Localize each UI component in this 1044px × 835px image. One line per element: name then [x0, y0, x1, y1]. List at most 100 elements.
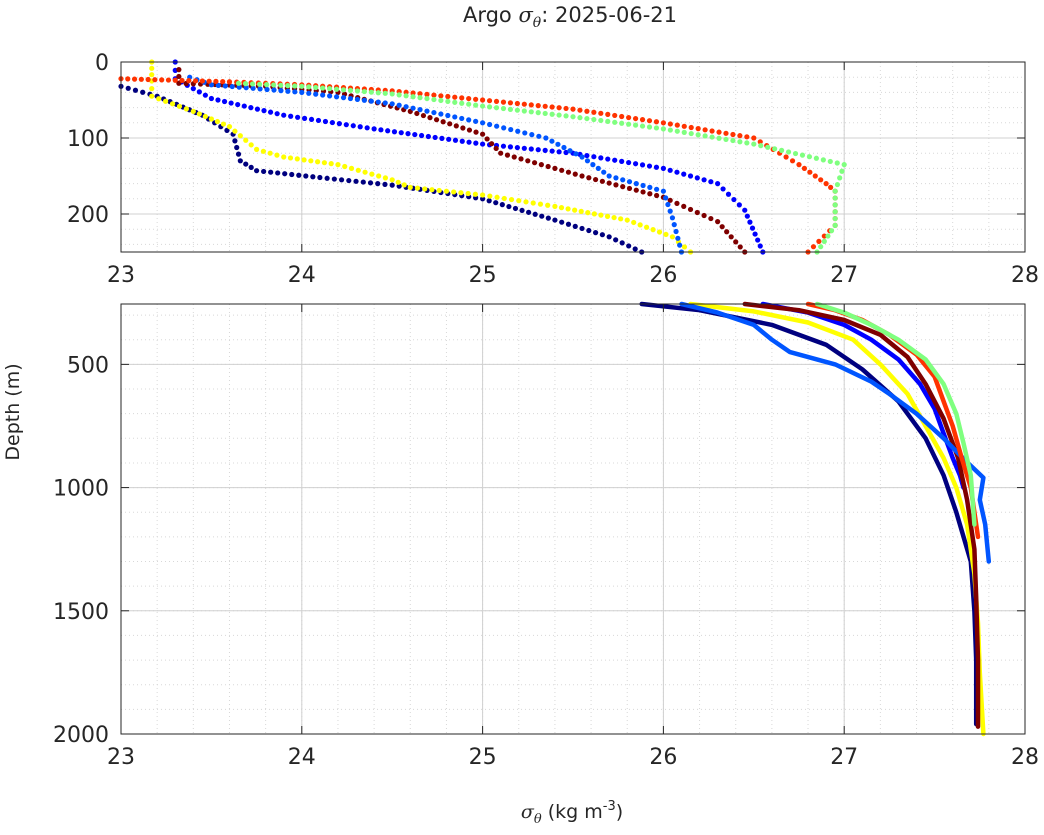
top-point-profile-blue [466, 139, 472, 145]
top-point-profile-orange [138, 76, 144, 82]
top-point-profile-orange [199, 78, 205, 84]
top-point-profile-orange [646, 118, 653, 124]
top-point-profile-lightblue [620, 177, 626, 183]
top-point-profile-maroon [420, 112, 427, 119]
top-point-profile-lightblue [522, 130, 528, 136]
top-point-profile-navy [586, 227, 592, 234]
top-point-profile-yellow [422, 186, 428, 192]
top-point-profile-lightgreen [403, 93, 409, 99]
top-point-profile-lightgreen [758, 143, 764, 149]
top-point-profile-lightgreen [375, 90, 381, 96]
bottom-y-tick-label: 1000 [53, 477, 109, 502]
top-point-profile-maroon [453, 123, 459, 129]
top-point-profile-lightblue [675, 235, 681, 241]
top-x-tick-label: 25 [469, 263, 497, 288]
top-point-profile-maroon [579, 173, 585, 179]
top-panel-frame [120, 61, 1026, 253]
top-point-profile-navy [519, 207, 525, 214]
top-point-profile-maroon [694, 209, 700, 216]
title-suffix: : 2025-06-21 [541, 3, 677, 27]
top-point-profile-navy [243, 161, 249, 167]
top-point-profile-lightblue [292, 89, 298, 95]
top-point-profile-lightgreen [514, 107, 520, 113]
top-ticks: 23 24 25 26 27 28 0 100 200 [67, 51, 1039, 288]
top-point-profile-lightgreen [570, 114, 576, 120]
top-point-profile-blue [646, 163, 653, 169]
top-point-profile-lightblue [250, 85, 256, 91]
top-point-profile-orange [709, 128, 715, 134]
top-point-profile-navy [565, 221, 572, 227]
top-point-profile-maroon [493, 145, 499, 152]
top-point-profile-maroon [728, 234, 734, 240]
top-point-profile-blue [364, 125, 370, 131]
top-point-profile-orange [131, 76, 138, 82]
top-point-profile-lightgreen [445, 98, 451, 105]
top-point-profile-lightgreen [549, 111, 555, 117]
top-point-profile-blue [412, 131, 418, 138]
top-point-profile-maroon [511, 154, 517, 160]
top-point-profile-yellow [176, 103, 183, 109]
top-point-profile-blue [755, 237, 761, 243]
top-point-profile-blue [336, 121, 342, 127]
top-point-profile-lightblue [417, 107, 423, 113]
top-point-profile-blue [343, 122, 349, 128]
top-point-profile-orange [417, 91, 423, 97]
top-point-profile-lightgreen [730, 137, 736, 144]
top-point-profile-lightblue [590, 162, 596, 168]
top-y-tick-label: 200 [67, 203, 109, 228]
top-point-profile-blue [235, 101, 241, 108]
top-point-profile-lightblue [375, 99, 381, 105]
top-point-profile-orange [179, 77, 185, 84]
top-point-profile-lightblue [278, 88, 284, 94]
top-point-profile-blue [473, 140, 479, 146]
top-x-tick-label: 23 [107, 263, 135, 288]
top-point-profile-lightblue [663, 195, 669, 201]
top-point-profile-lightblue [438, 111, 444, 117]
top-point-profile-navy [282, 171, 288, 177]
top-point-profile-lightgreen [818, 244, 824, 250]
top-point-profile-orange [213, 78, 219, 84]
top-point-profile-maroon [525, 158, 531, 164]
top-point-profile-navy [224, 127, 230, 133]
top-point-profile-yellow [315, 159, 321, 165]
top-point-profile-maroon [531, 160, 538, 166]
top-point-profile-blue [725, 191, 732, 197]
top-point-profile-yellow [342, 163, 348, 170]
top-point-profile-lightblue [584, 158, 591, 164]
top-y-tick-label: 100 [67, 127, 109, 152]
top-point-profile-orange [674, 122, 680, 128]
top-point-profile-navy [559, 219, 565, 225]
top-point-profile-lightgreen [674, 128, 680, 134]
bottom-line-profile-blue [760, 301, 966, 490]
top-point-profile-navy [254, 168, 260, 174]
top-point-profile-lightgreen [493, 105, 500, 111]
top-point-profile-lightblue [333, 94, 340, 100]
top-point-profile-orange [226, 79, 233, 85]
top-point-profile-maroon [572, 171, 578, 177]
top-point-profile-yellow [565, 206, 571, 212]
top-point-profile-yellow [618, 216, 624, 222]
top-point-profile-blue [385, 128, 391, 134]
top-point-profile-yellow [232, 128, 238, 134]
top-series-profile-lightblue [187, 74, 685, 255]
top-point-profile-orange [730, 131, 736, 138]
top-point-profile-blue [308, 116, 315, 123]
top-point-profile-blue [605, 156, 611, 162]
top-point-profile-lightblue [515, 128, 521, 134]
top-point-profile-orange [542, 103, 548, 109]
top-point-profile-yellow [162, 98, 169, 104]
top-point-profile-maroon [473, 129, 479, 135]
top-point-profile-lightgreen [598, 117, 604, 124]
top-point-profile-lightblue [567, 148, 573, 154]
top-point-profile-maroon [538, 162, 544, 168]
top-point-profile-lightgreen [591, 116, 597, 123]
x-label-subscript: θ [534, 812, 542, 827]
top-point-profile-lightblue [236, 84, 242, 90]
top-point-profile-maroon [654, 192, 660, 199]
top-point-profile-lightgreen [837, 175, 843, 181]
top-point-profile-maroon [559, 167, 565, 173]
top-point-profile-navy [526, 209, 532, 215]
top-point-profile-lightgreen [563, 113, 569, 119]
top-point-profile-blue [507, 144, 514, 150]
top-point-profile-lightblue [673, 228, 679, 235]
